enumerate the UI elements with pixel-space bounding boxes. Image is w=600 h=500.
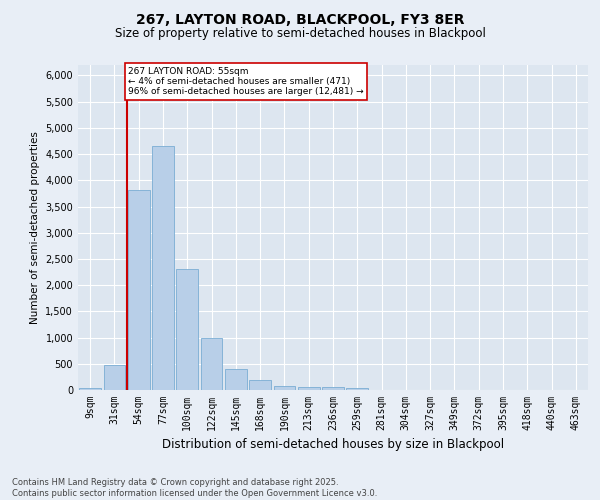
Bar bbox=[274, 386, 295, 390]
Bar bbox=[298, 387, 320, 390]
Text: Size of property relative to semi-detached houses in Blackpool: Size of property relative to semi-detach… bbox=[115, 28, 485, 40]
Text: 267, LAYTON ROAD, BLACKPOOL, FY3 8ER: 267, LAYTON ROAD, BLACKPOOL, FY3 8ER bbox=[136, 12, 464, 26]
Bar bbox=[322, 388, 344, 390]
Bar bbox=[152, 146, 174, 390]
X-axis label: Distribution of semi-detached houses by size in Blackpool: Distribution of semi-detached houses by … bbox=[162, 438, 504, 452]
Bar bbox=[346, 388, 368, 390]
Text: Contains HM Land Registry data © Crown copyright and database right 2025.
Contai: Contains HM Land Registry data © Crown c… bbox=[12, 478, 377, 498]
Bar bbox=[79, 388, 101, 390]
Text: 267 LAYTON ROAD: 55sqm
← 4% of semi-detached houses are smaller (471)
96% of sem: 267 LAYTON ROAD: 55sqm ← 4% of semi-deta… bbox=[128, 66, 364, 96]
Bar bbox=[176, 270, 198, 390]
Bar bbox=[200, 338, 223, 390]
Bar bbox=[225, 368, 247, 390]
Y-axis label: Number of semi-detached properties: Number of semi-detached properties bbox=[30, 131, 40, 324]
Bar bbox=[249, 380, 271, 390]
Bar bbox=[104, 366, 125, 390]
Bar bbox=[128, 190, 149, 390]
